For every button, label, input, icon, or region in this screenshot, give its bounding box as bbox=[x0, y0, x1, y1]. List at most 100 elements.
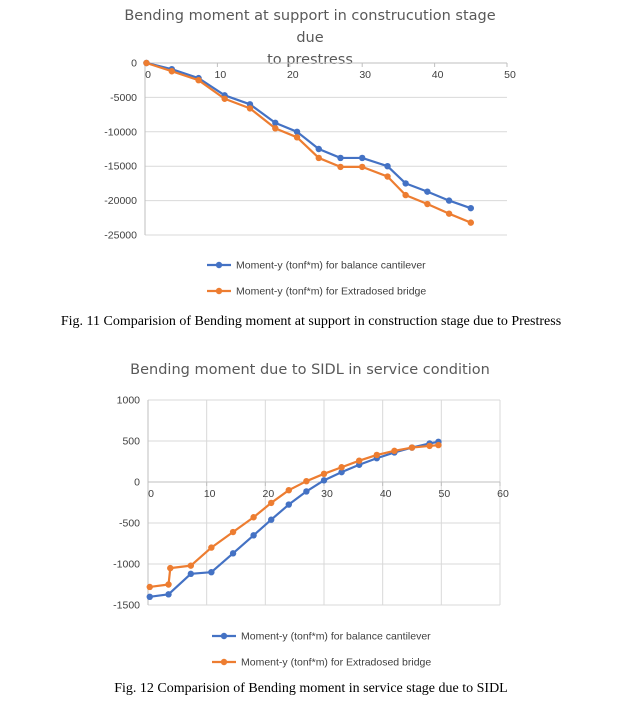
chart-2-x-tick-label: 20 bbox=[262, 488, 274, 500]
chart-1-x-tick-label: 40 bbox=[432, 69, 444, 81]
chart-1-series-2-point bbox=[195, 77, 202, 84]
chart-1-series-2-point bbox=[315, 154, 322, 162]
chart-2-series-2-point bbox=[426, 442, 433, 450]
chart-2-series-2-point bbox=[356, 457, 363, 464]
chart-1-series-2-point bbox=[272, 125, 279, 132]
chart-1-legend-label-1: Moment-y (tonf*m) for balance cantilever bbox=[236, 260, 426, 272]
chart-2-x-tick-label: 60 bbox=[497, 488, 509, 500]
chart-1-x-tick-label: 50 bbox=[504, 69, 516, 81]
chart-2-plot: 1000 500 0 -500 -1000 -1500 0 10 20 30 40 50 60 Momen… bbox=[113, 395, 509, 669]
chart-2: Bending moment due to SIDL in service co… bbox=[0, 350, 622, 669]
chart-2-series-2-point bbox=[208, 544, 215, 551]
chart-2-y-tick-label: -500 bbox=[119, 518, 140, 530]
chart-1-legend-marker-1 bbox=[215, 261, 223, 269]
chart-2-series-1-point bbox=[208, 569, 215, 576]
chart-1-x-tick-label: 20 bbox=[287, 69, 299, 81]
chart-1-series-1-point bbox=[337, 154, 344, 162]
chart-1-series-2-point bbox=[402, 191, 409, 199]
chart-1-series-2-point bbox=[424, 200, 431, 208]
chart-2-series-2-point bbox=[408, 444, 416, 451]
chart-2-series-1-point bbox=[250, 532, 257, 539]
chart-2-series-1-point bbox=[165, 591, 172, 598]
chart-1-y-tick-label: 0 bbox=[131, 58, 137, 70]
chart-1-plot: 0 -5000 -10000 -15000 -20000 -25000 0 10 20 30 40 5… bbox=[104, 58, 516, 298]
chart-2-x-tick-label: 50 bbox=[438, 488, 450, 500]
chart-2-series-2-point bbox=[285, 487, 292, 494]
chart-1-legend-label-2: Moment-y (tonf*m) for Extradosed bridge bbox=[236, 286, 426, 298]
chart-2-title: Bending moment due to SIDL in service co… bbox=[110, 359, 510, 381]
chart-1-series-1-point bbox=[272, 119, 279, 127]
chart-2-series-2-point bbox=[268, 499, 275, 507]
chart-1-x-tick-label: 30 bbox=[359, 69, 371, 81]
chart-1-series-2-point bbox=[384, 173, 391, 180]
chart-2-series-1-point bbox=[338, 468, 345, 476]
chart-1-y-tick-label: -20000 bbox=[104, 195, 137, 207]
chart-2-legend-label-1: Moment-y (tonf*m) for balance cantilever bbox=[241, 631, 431, 643]
chart-2-x-tick-label: 30 bbox=[321, 488, 333, 500]
chart-1-y-tick-label: -25000 bbox=[104, 230, 137, 242]
chart-2-x-tick-label: 0 bbox=[148, 488, 154, 500]
chart-2-y-tick-label: 500 bbox=[122, 436, 140, 448]
chart-2-series-1-point bbox=[285, 501, 292, 508]
chart-2-y-tick-label: 0 bbox=[134, 477, 140, 489]
chart-1-series-2-line bbox=[146, 61, 472, 224]
chart-1-series-2-point bbox=[337, 163, 344, 171]
chart-2-series-1-point bbox=[187, 570, 195, 578]
chart-2-series-2-point bbox=[165, 581, 172, 588]
figure-11-caption: Fig. 11 Comparision of Bending moment at… bbox=[60, 314, 562, 329]
chart-1-series-2-point bbox=[445, 210, 453, 217]
chart-1-y-tick-label: -5000 bbox=[110, 92, 137, 104]
chart-2-series-2-point bbox=[435, 441, 442, 449]
chart-2-series-1-point bbox=[320, 477, 328, 484]
chart-2-series-1-point bbox=[229, 550, 237, 557]
chart-2-x-tick-label: 10 bbox=[204, 488, 216, 500]
chart-2-series-2-point bbox=[229, 528, 237, 536]
chart-2-series-2-point bbox=[167, 564, 174, 572]
chart-1-series-2-point bbox=[467, 219, 474, 226]
chart-2-series-1-point bbox=[268, 516, 275, 523]
chart-1-series-1-line bbox=[146, 61, 472, 210]
chart-2-series-2-point bbox=[303, 477, 310, 485]
chart-1-series-1-point bbox=[445, 197, 453, 204]
chart-1-series-2-point bbox=[168, 68, 175, 75]
chart-1-legend-marker-2 bbox=[215, 287, 223, 295]
chart-1-series-1-point bbox=[359, 154, 366, 162]
chart-1-series-2-point bbox=[359, 163, 366, 171]
chart-2-y-tick-label: 1000 bbox=[117, 395, 141, 407]
chart-1-series-2-point bbox=[246, 105, 254, 112]
chart-2-series-2-point bbox=[146, 583, 153, 591]
chart-2-series-1-point bbox=[303, 488, 310, 495]
chart-1-title-line-1: Bending moment at support in construcuti… bbox=[124, 8, 496, 46]
chart-1-x-tick-label: 10 bbox=[215, 69, 227, 81]
chart-2-series-2-point bbox=[250, 514, 257, 521]
chart-1-y-tick-label: -15000 bbox=[104, 161, 137, 173]
chart-1-series-1-point bbox=[315, 145, 322, 153]
chart-2-series-1-point bbox=[146, 593, 153, 600]
chart-1-series-2-point bbox=[293, 134, 301, 141]
chart-2-x-tick-label: 40 bbox=[380, 488, 392, 500]
chart-2-series-2-point bbox=[373, 451, 380, 459]
chart-2-series-2-point bbox=[187, 562, 195, 569]
chart-1-series-1-point bbox=[293, 128, 301, 135]
chart-2-series-2-point bbox=[320, 470, 328, 477]
chart-1: Bending moment at support in construcuti… bbox=[0, 0, 622, 300]
chart-1-series-1-point bbox=[384, 163, 391, 170]
chart-2-legend-label-2: Moment-y (tonf*m) for Extradosed bridge bbox=[241, 657, 431, 669]
chart-1-series-1-point bbox=[467, 204, 474, 212]
chart-2-legend-marker-1 bbox=[220, 632, 228, 640]
chart-1-series-2-point bbox=[221, 95, 228, 102]
chart-2-series-2-point bbox=[338, 464, 345, 471]
chart-1-x-tick-label: 0 bbox=[145, 69, 151, 81]
chart-2-y-tick-label: -1500 bbox=[113, 600, 140, 612]
chart-2-series-2-point bbox=[391, 447, 398, 455]
chart-1-series-1-point bbox=[424, 188, 431, 195]
figure-12-caption: Fig. 12 Comparision of Bending moment in… bbox=[114, 681, 508, 696]
chart-1-title: Bending moment at support in construcuti… bbox=[110, 5, 510, 71]
chart-2-title-line-1: Bending moment due to SIDL in service co… bbox=[130, 362, 490, 378]
chart-1-y-tick-label: -10000 bbox=[104, 126, 137, 138]
chart-1-series-1-point bbox=[402, 180, 409, 187]
chart-1-title-line-2: to prestress bbox=[267, 52, 353, 68]
chart-2-y-tick-label: -1000 bbox=[113, 559, 140, 571]
chart-1-series-2-point bbox=[143, 59, 150, 67]
chart-2-legend-marker-2 bbox=[220, 658, 228, 666]
